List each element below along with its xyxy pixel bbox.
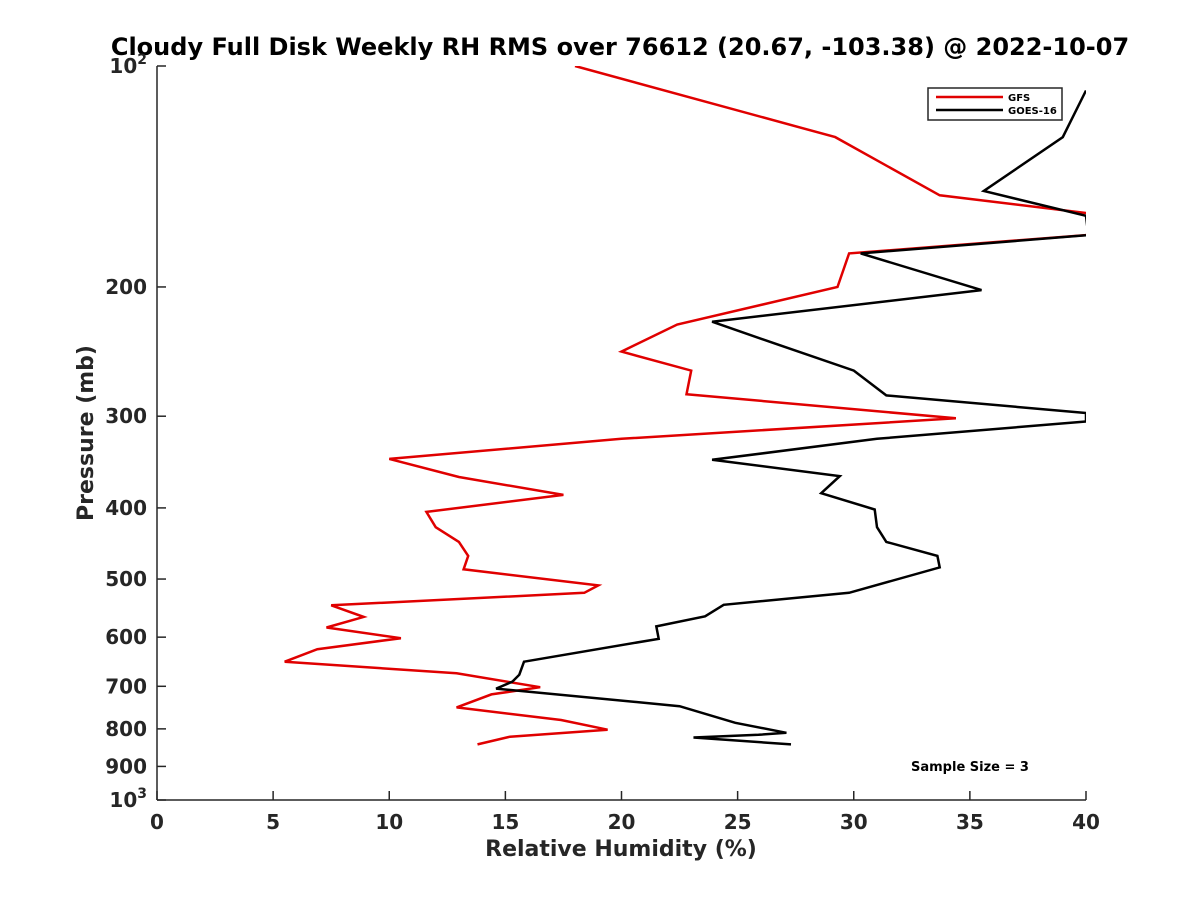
legend-gfs-label: GFS [1008,93,1030,104]
x-tick-label: 20 [608,810,636,834]
x-tick-label: 25 [724,810,752,834]
y-tick-label: 700 [105,674,147,698]
y-axis-label: Pressure (mb) [74,345,99,521]
y-tick-label: 400 [105,496,147,520]
series-line-goes-16 [495,89,1086,746]
y-tick-label: 102 [109,52,147,78]
sample-size-annotation: Sample Size = 3 [911,760,1029,775]
legend-goes-label: GOES-16 [1008,106,1057,117]
x-tick-label: 0 [150,810,164,834]
x-tick-label: 40 [1072,810,1100,834]
y-tick-label: 500 [105,567,147,591]
x-tick-label: 35 [956,810,984,834]
y-tick-label: 900 [105,754,147,778]
series-line-gfs [284,66,1086,746]
x-tick-label: 15 [491,810,519,834]
series-layer [284,66,1086,746]
y-tick-label: 800 [105,717,147,741]
legend: GFS GOES-16 [927,87,1063,121]
y-tick-label: 103 [109,786,147,812]
x-tick-label: 30 [840,810,868,834]
y-tick-label: 300 [105,404,147,428]
y-tick-label: 600 [105,625,147,649]
y-tick-label: 200 [105,275,147,299]
x-tick-label: 5 [266,810,280,834]
x-axis-label: Relative Humidity (%) [485,837,757,862]
chart-title: Cloudy Full Disk Weekly RH RMS over 7661… [111,33,1129,61]
plot-axes: 0 5 10 15 20 25 30 35 40 102 200 300 400 500 600 700 800… [105,52,1100,834]
legend-box [927,87,1063,121]
x-tick-label: 10 [375,810,403,834]
